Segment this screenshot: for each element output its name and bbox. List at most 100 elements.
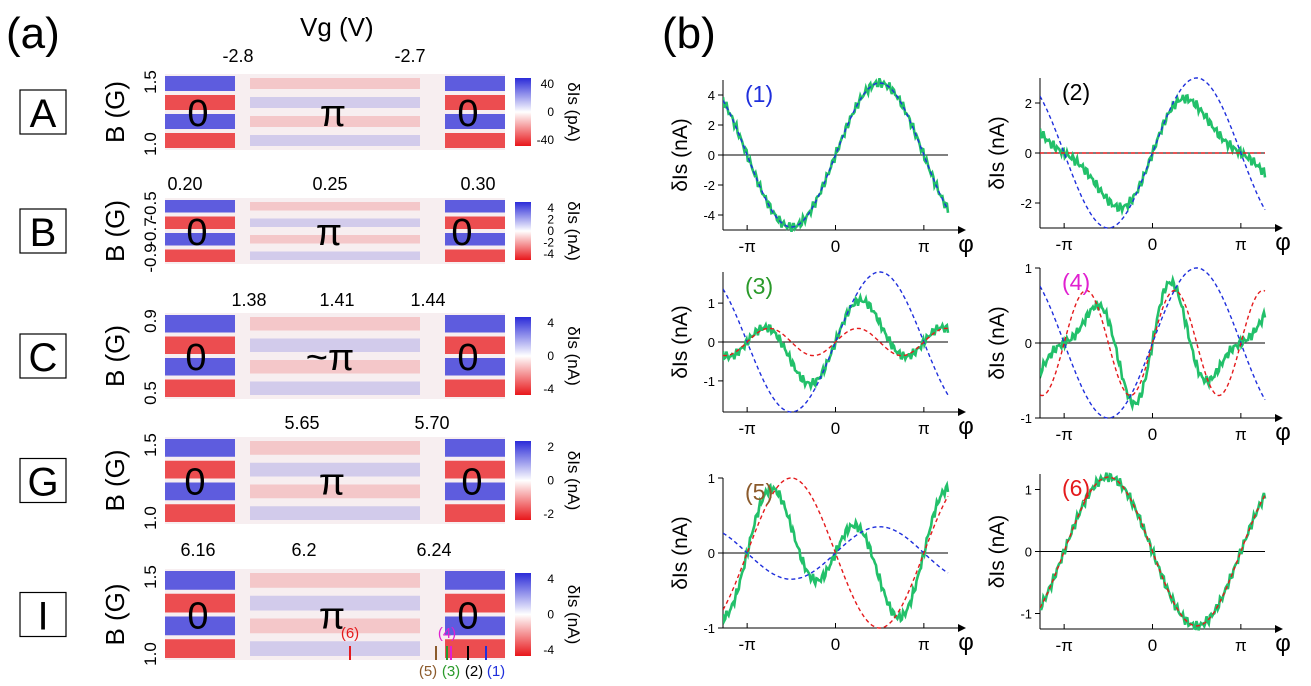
colorbar [515,78,531,146]
map-band [165,216,235,229]
map-band [165,439,235,457]
series-line-red-dashed [1040,476,1266,627]
x-tick-label: π [918,419,930,438]
colorbar-tick: 0 [547,474,554,488]
map-band [250,78,420,89]
y-tick-label: 0 [708,148,715,163]
phase-plot-3: -π 0 π φ 1 0 -1 δIs (nA) (3) [669,271,974,440]
map-band [445,216,505,229]
map-row-I: I B (G) 0 π 0 1.0 1.5 6.16 6.2 6.24 4 0 -4 δIs (nA) (6… [19,540,583,680]
colorbar-tick: 4 [547,572,554,586]
map-band [445,571,505,590]
panel-b: -π 0 π φ 4 2 0 -2 -4 δIs (nA) (1) -π 0 π φ 2 0 -2 δIs (nA)… [669,77,1291,657]
map-band [445,482,505,501]
series-line-blue-dashed [723,82,949,228]
colorbar-tick: 0 [547,608,554,622]
y-tick-label: -2 [703,178,715,193]
map-band [445,114,505,129]
colorbar-tick: -4 [543,247,554,261]
colorbar-label: δIs (nA) [564,201,583,261]
x-tick-label: π [918,635,930,654]
y-tick-label: 2 [708,118,715,133]
map-band [445,76,505,91]
x-axis-label: φ [958,413,974,440]
map-band [250,360,420,374]
x-tick-label: π [1235,636,1247,655]
row-letter: B [30,211,57,255]
row-letter-box [19,89,67,135]
map-band [445,504,505,522]
colorbar-tick: -2 [543,236,554,250]
map-band [165,639,235,658]
y-axis-label: δIs (nA) [986,116,1009,190]
map-band [445,200,505,213]
x-tick-label: 0 [831,635,840,654]
region-label: 0 [457,596,478,638]
map-row-C: C B (G) 0 ~π 0 0.5 0.9 1.38 1.41 1.44 4 0 -4 δIs (nA) [19,290,583,405]
y-axis-label: δIs (nA) [986,515,1009,589]
row-letter-box [19,208,67,254]
map-band [165,315,235,333]
region-label: π [316,212,342,254]
region-label: π [319,462,345,504]
y-tick-label: 0 [1025,146,1032,161]
map-xtick: 5.70 [414,413,449,433]
curve-label: (1) [745,81,773,107]
x-axis-label: φ [958,231,974,258]
colorbar-tick: 2 [547,213,554,227]
map-band [445,616,505,636]
map-ytick: 1.5 [141,433,160,457]
map-ytick: -0.7 [141,217,160,246]
row-letter: A [30,92,57,136]
map-ylabel: B (G) [100,325,130,387]
map-band [445,133,505,148]
map-band [250,641,420,656]
region-label: ~π [306,337,354,379]
map-band [165,616,235,636]
y-axis-label: δIs (nA) [669,305,692,379]
curve-label: (4) [1062,269,1090,295]
y-tick-label: 1 [708,471,715,486]
colorbar-tick: 0 [547,105,554,119]
map-ytick: 1.5 [141,70,160,94]
colorbar-tick: -4 [543,643,554,657]
map-band [165,249,235,262]
y-axis-label: δIs (nA) [669,516,692,590]
colorbar-label: δIs (nA) [564,585,583,645]
y-tick-label: 0 [1025,545,1032,560]
series-line-blue-dashed [723,271,949,413]
x-tick-label: -π [1055,425,1072,444]
map-band [165,504,235,522]
map-xtick: -2.7 [394,46,425,66]
colorbar [515,441,531,520]
x-tick-label: 0 [831,419,840,438]
marker-label: (1) [487,663,505,680]
marker-label: (6) [341,625,359,642]
map-xtick: 1.38 [231,290,266,310]
map-xtick: 0.20 [167,174,202,194]
map-xtick: 1.41 [319,290,354,310]
marker-label: (5) [419,663,437,680]
map-band [250,573,420,588]
map-band [250,317,420,331]
region-label: 0 [187,93,208,135]
map-band [250,116,420,127]
map-band [250,338,420,352]
map-xtick: 5.65 [284,413,319,433]
x-tick-label: -π [1055,636,1072,655]
x-axis-label: φ [1275,229,1291,256]
series-line-red-dashed [1040,289,1266,397]
map-band [165,114,235,129]
map-band [445,379,505,397]
phase-plot-6: -π 0 π φ 1 0 -1 δIs (nA) (6) [986,472,1291,657]
map-xtick: 6.2 [291,540,316,560]
colorbar [515,317,531,395]
region-label: 0 [187,596,208,638]
map-band [250,506,420,520]
colorbar-tick: 0 [547,349,554,363]
map-band [165,95,235,110]
region-label: π [319,596,345,638]
map-ylabel: B (G) [100,81,130,143]
